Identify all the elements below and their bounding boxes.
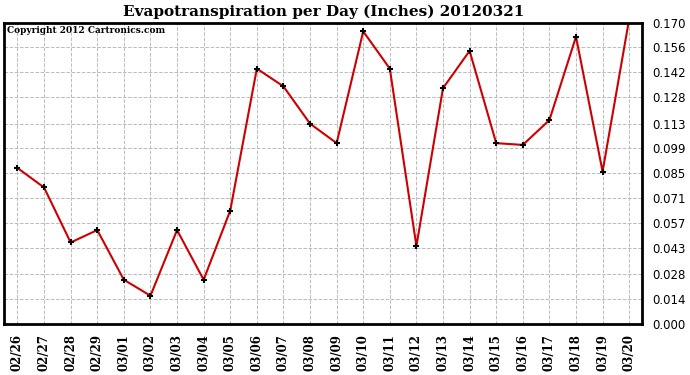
Text: Copyright 2012 Cartronics.com: Copyright 2012 Cartronics.com [8, 26, 166, 34]
Title: Evapotranspiration per Day (Inches) 20120321: Evapotranspiration per Day (Inches) 2012… [123, 4, 524, 18]
